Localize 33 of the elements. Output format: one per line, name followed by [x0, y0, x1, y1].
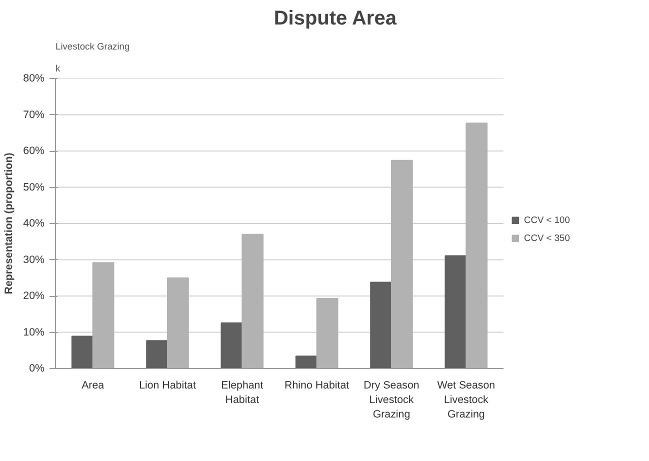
- y-tick-label: 30%: [23, 254, 46, 266]
- legend-label: CCV < 100: [524, 215, 570, 225]
- bar: [167, 277, 189, 368]
- x-tick-label: Wet Season Livestock Grazing: [437, 380, 496, 420]
- x-tick-label: Area: [82, 380, 104, 392]
- bar: [71, 336, 94, 368]
- x-tick-label: Lion Habitat: [139, 380, 196, 392]
- bar: [295, 356, 318, 368]
- y-tick-label: 50%: [23, 181, 46, 194]
- y-tick-label: 70%: [23, 108, 46, 121]
- bar: [220, 322, 243, 368]
- bar: [466, 122, 488, 368]
- bar: [370, 282, 392, 368]
- bar: [316, 298, 338, 368]
- y-tick-label: 10%: [23, 326, 46, 338]
- bar: [92, 262, 114, 368]
- x-tick-label: Dry Season Livestock Grazing: [364, 380, 420, 420]
- chart-title: Dispute Area: [274, 8, 398, 30]
- text: Livestock Grazing: [56, 42, 130, 52]
- x-tick-label: Rhino Habitat: [284, 380, 350, 392]
- bar: [444, 255, 467, 368]
- y-axis-title: Representation (proportion): [3, 152, 16, 294]
- bar: [146, 340, 168, 368]
- y-tick-label: 60%: [23, 145, 46, 157]
- y-tick-label: 20%: [23, 290, 46, 302]
- y-tick-label: 80%: [23, 72, 46, 84]
- y-tick-label: 0%: [29, 362, 46, 374]
- text: k: [56, 64, 60, 74]
- bar: [242, 234, 264, 368]
- x-tick-label: Elephant Habitat: [221, 380, 264, 406]
- bar: [391, 160, 413, 368]
- y-tick-label: 40%: [23, 218, 46, 230]
- legend-label: CCV < 350: [524, 233, 570, 243]
